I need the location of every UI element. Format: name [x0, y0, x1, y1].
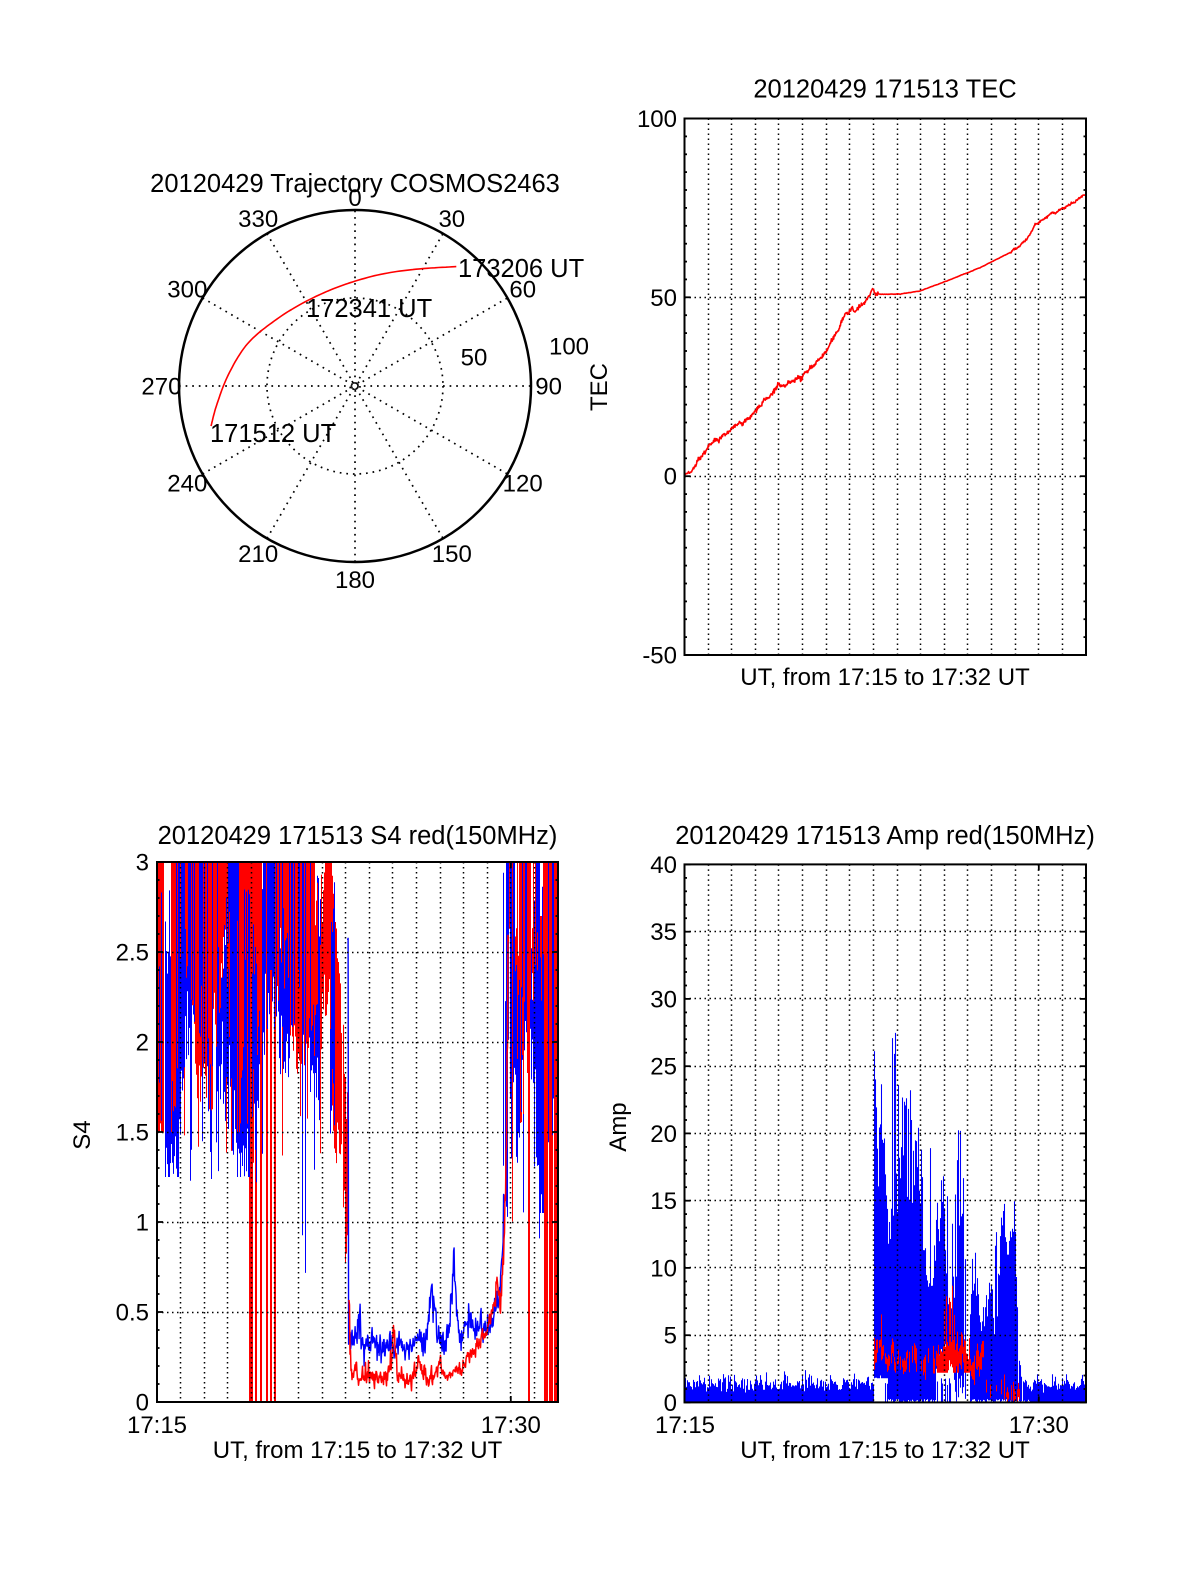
svg-text:173206 UT: 173206 UT: [458, 255, 584, 283]
svg-text:120: 120: [503, 470, 543, 497]
svg-text:1.5: 1.5: [116, 1120, 149, 1147]
svg-text:UT, from 17:15 to 17:32 UT: UT, from 17:15 to 17:32 UT: [740, 1437, 1030, 1464]
svg-text:20: 20: [650, 1121, 677, 1148]
svg-text:20120429 171513 Amp red(150MHz: 20120429 171513 Amp red(150MHz): [675, 822, 1095, 850]
svg-text:-50: -50: [642, 643, 677, 670]
svg-text:90: 90: [535, 374, 562, 401]
svg-text:20120429 171513 TEC: 20120429 171513 TEC: [753, 76, 1016, 104]
svg-text:0: 0: [664, 1390, 677, 1417]
svg-text:TEC: TEC: [586, 363, 613, 411]
svg-text:2: 2: [136, 1030, 149, 1057]
svg-text:180: 180: [335, 567, 375, 594]
svg-text:25: 25: [650, 1054, 677, 1081]
svg-text:S4: S4: [69, 1120, 96, 1149]
svg-text:15: 15: [650, 1188, 677, 1215]
svg-text:150: 150: [432, 541, 472, 568]
svg-text:2.5: 2.5: [116, 940, 149, 967]
svg-text:35: 35: [650, 919, 677, 946]
svg-text:17:30: 17:30: [1009, 1412, 1069, 1439]
svg-text:17:15: 17:15: [127, 1412, 187, 1439]
svg-text:0: 0: [136, 1390, 149, 1417]
svg-text:172341 UT: 172341 UT: [306, 295, 432, 323]
svg-text:UT, from 17:15 to 17:32 UT: UT, from 17:15 to 17:32 UT: [213, 1437, 503, 1464]
svg-text:5: 5: [664, 1323, 677, 1350]
svg-text:270: 270: [141, 374, 181, 401]
svg-text:330: 330: [238, 206, 278, 233]
svg-text:210: 210: [238, 541, 278, 568]
svg-text:240: 240: [167, 470, 207, 497]
svg-text:40: 40: [650, 852, 677, 879]
svg-text:171512 UT: 171512 UT: [210, 420, 336, 448]
svg-text:100: 100: [549, 334, 589, 361]
svg-text:0: 0: [348, 185, 361, 212]
svg-text:3: 3: [136, 850, 149, 877]
svg-text:20120429 171513 S4 red(150MHz): 20120429 171513 S4 red(150MHz): [158, 822, 558, 850]
svg-text:60: 60: [509, 277, 536, 304]
svg-text:10: 10: [650, 1255, 677, 1282]
svg-text:50: 50: [461, 345, 488, 372]
svg-text:30: 30: [650, 986, 677, 1013]
svg-text:300: 300: [167, 277, 207, 304]
svg-text:Amp: Amp: [605, 1102, 632, 1151]
svg-text:0.5: 0.5: [116, 1300, 149, 1327]
svg-text:1: 1: [136, 1210, 149, 1237]
svg-text:100: 100: [637, 106, 677, 133]
svg-text:17:15: 17:15: [655, 1412, 715, 1439]
svg-text:UT, from 17:15 to 17:32 UT: UT, from 17:15 to 17:32 UT: [740, 664, 1030, 691]
svg-text:20120429 Trajectory COSMOS2463: 20120429 Trajectory COSMOS2463: [150, 170, 560, 198]
svg-text:17:30: 17:30: [481, 1412, 541, 1439]
svg-text:50: 50: [650, 285, 677, 312]
svg-text:0: 0: [664, 464, 677, 491]
svg-text:30: 30: [438, 206, 465, 233]
